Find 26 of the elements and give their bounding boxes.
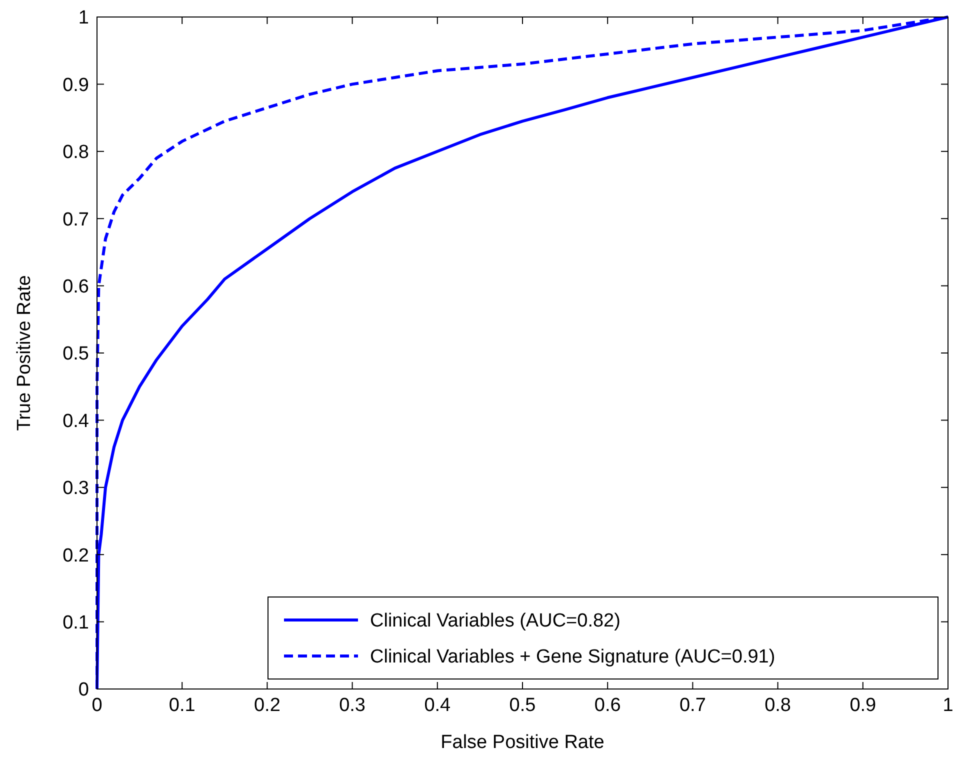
- y-tick-label: 0: [78, 680, 89, 701]
- x-tick-label: 0.2: [254, 695, 280, 716]
- y-tick-label: 0.9: [62, 74, 89, 96]
- legend-label: Clinical Variables (AUC=0.82): [370, 610, 620, 632]
- x-tick-label: 0.8: [764, 695, 792, 716]
- y-tick-label: 0.7: [62, 209, 89, 230]
- y-tick-label: 0.8: [62, 142, 89, 164]
- x-tick-label: 0.4: [424, 695, 452, 716]
- x-tick-label: 0.7: [679, 695, 706, 716]
- y-tick-label: 0.5: [62, 344, 89, 365]
- y-tick-label: 0.2: [62, 545, 89, 566]
- x-tick-label: 1: [942, 695, 954, 716]
- x-tick-label: 0.9: [850, 695, 876, 716]
- x-tick-label: 0.1: [168, 695, 196, 716]
- x-axis-title: False Positive Rate: [440, 732, 604, 753]
- y-tick-label: 0.3: [62, 478, 89, 500]
- y-tick-label: 0.4: [62, 410, 90, 432]
- y-tick-label: 0.6: [62, 276, 89, 298]
- x-tick-label: 0: [92, 695, 102, 716]
- x-tick-label: 0.6: [594, 695, 621, 716]
- x-tick-label: 0.5: [509, 695, 536, 716]
- legend-label: Clinical Variables + Gene Signature (AUC=0.91): [370, 646, 776, 668]
- y-axis-title: True Positive Rate: [14, 275, 35, 431]
- x-tick-label: 0.3: [339, 695, 366, 716]
- y-tick-label: 1: [78, 8, 89, 29]
- y-tick-label: 0.1: [62, 612, 89, 634]
